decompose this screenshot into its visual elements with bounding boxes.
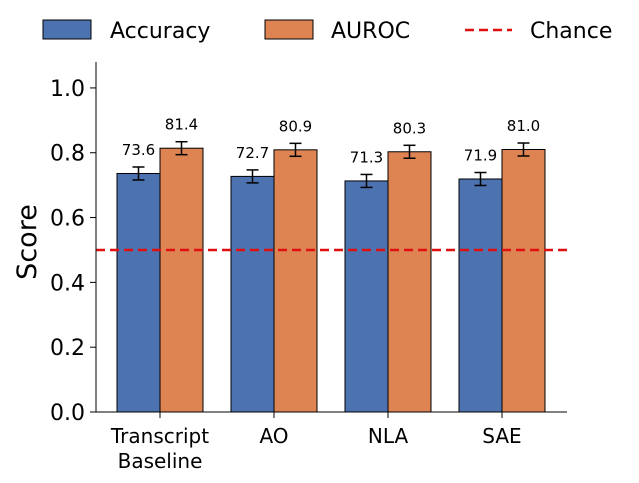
bar-auroc-0: [159, 147, 204, 413]
legend-label-accuracy: Accuracy: [110, 19, 210, 44]
data-label-auroc-0: 81.4: [165, 116, 198, 134]
bar-accuracy-1: [230, 175, 275, 413]
x-tick-label-0-1: Baseline: [118, 449, 203, 473]
x-tick-label-1-0: AO: [259, 424, 288, 448]
y-tick-label-5: 1.0: [50, 77, 85, 102]
x-tick-label-2-0: NLA: [368, 424, 409, 448]
x-tick-label-3-0: SAE: [482, 424, 521, 448]
legend-swatch-accuracy: [42, 19, 92, 40]
legend: Accuracy AUROC Chance: [42, 19, 612, 44]
bar-accuracy-0: [116, 172, 161, 413]
data-label-auroc-2: 80.3: [393, 119, 426, 137]
legend-label-chance: Chance: [530, 19, 612, 44]
y-axis-label: Score: [12, 204, 43, 280]
data-label-auroc-1: 80.9: [279, 117, 312, 135]
x-tick-label-0-0: Transcript: [110, 424, 209, 448]
bar-accuracy-2: [344, 180, 389, 413]
data-label-auroc-3: 81.0: [507, 117, 540, 135]
y-tick-label-1: 0.2: [50, 336, 85, 361]
data-label-accuracy-2: 71.3: [350, 148, 383, 166]
legend-swatch-auroc: [264, 19, 314, 40]
bar-auroc-3: [501, 149, 546, 413]
legend-label-auroc: AUROC: [331, 19, 410, 44]
y-tick-label-3: 0.6: [50, 207, 85, 232]
y-tick-label-4: 0.8: [50, 142, 85, 167]
data-label-accuracy-1: 72.7: [236, 144, 269, 162]
bar-auroc-2: [387, 151, 432, 413]
bar-auroc-1: [273, 149, 318, 413]
bar-accuracy-3: [458, 178, 503, 413]
plot-area: 73.6 72.7 71.3 71.9 81.4 80.9 80.3 81.0 0.0 0.2 0.…: [50, 62, 567, 473]
data-label-accuracy-0: 73.6: [122, 141, 155, 159]
y-tick-label-0: 0.0: [50, 401, 85, 426]
data-label-accuracy-3: 71.9: [464, 147, 497, 165]
y-tick-label-2: 0.4: [50, 271, 85, 296]
